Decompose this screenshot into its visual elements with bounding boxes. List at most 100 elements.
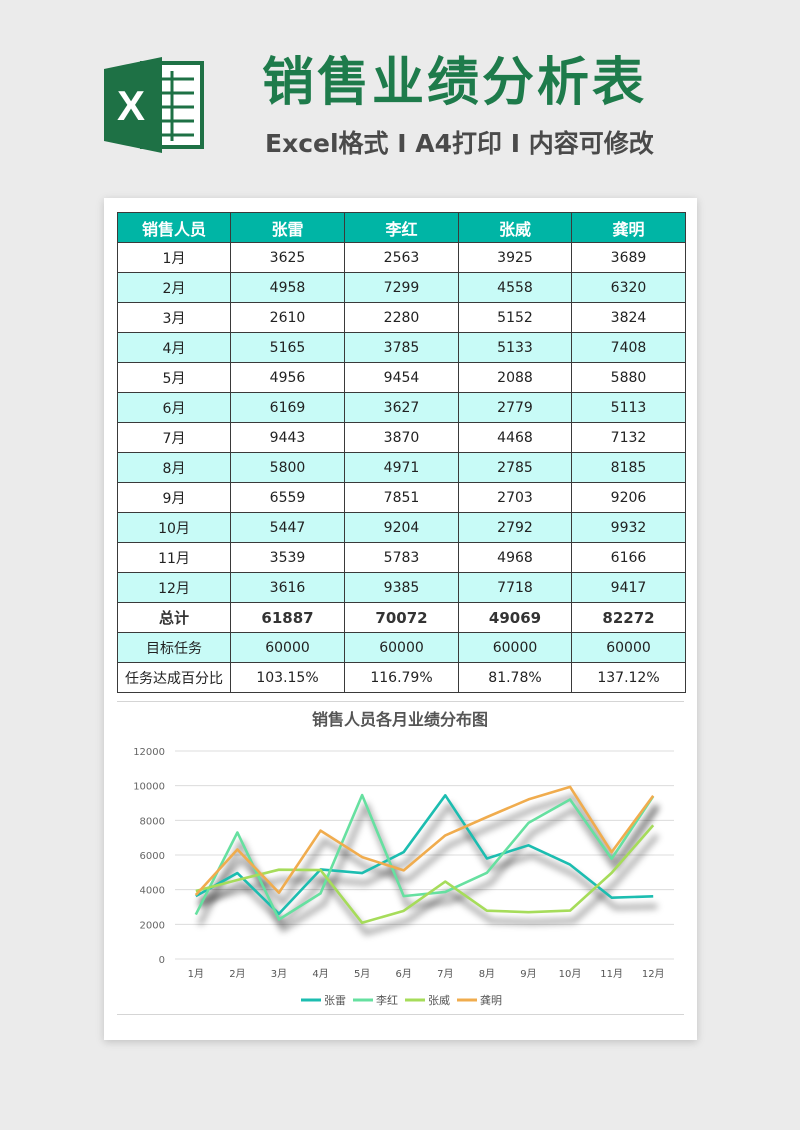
x-tick-label: 2月 <box>229 968 245 980</box>
series-shadow <box>199 833 660 936</box>
table-cell: 2703 <box>458 482 572 513</box>
table-cell: 5165 <box>230 332 345 363</box>
table-row: 10月 5447 9204 2792 9932 <box>117 512 686 543</box>
chart-title: 销售人员各月业绩分布图 <box>312 710 488 729</box>
total-row: 总计 61887 70072 49069 82272 <box>117 602 686 633</box>
table-header-row: 销售人员 张雷 李红 张威 龚明 <box>117 212 686 243</box>
chart-panel: 销售人员各月业绩分布图 0 2000 4000 6000 8000 10000 12000 1月… <box>117 701 684 1018</box>
table-row: 1月 3625 2563 3925 3689 <box>117 242 686 273</box>
table-row: 5月 4956 9454 2088 5880 <box>117 362 686 393</box>
table-cell: 3627 <box>344 392 459 423</box>
x-tick-label: 7月 <box>437 968 453 980</box>
x-tick-label: 3月 <box>271 968 287 980</box>
table-cell: 6166 <box>571 542 686 573</box>
excel-logo-letter: X <box>117 82 145 129</box>
table-row: 2月 4958 7299 4558 6320 <box>117 272 686 303</box>
table-cell: 3月 <box>117 302 231 333</box>
table-cell: 3539 <box>230 542 345 573</box>
table-row: 7月 9443 3870 4468 7132 <box>117 422 686 453</box>
table-cell: 82272 <box>571 602 686 633</box>
table-cell: 8月 <box>117 452 231 483</box>
legend-label: 李红 <box>376 993 398 1007</box>
table-cell: 10月 <box>117 512 231 543</box>
table-cell: 5447 <box>230 512 345 543</box>
table-cell: 7851 <box>344 482 459 513</box>
table-cell: 2088 <box>458 362 572 393</box>
x-tick-label: 1月 <box>188 968 204 980</box>
table-row: 3月 2610 2280 5152 3824 <box>117 302 686 333</box>
x-tick-label: 6月 <box>396 968 412 980</box>
table-cell: 12月 <box>117 572 231 603</box>
table-cell: 81.78% <box>458 662 572 693</box>
table-cell: 4月 <box>117 332 231 363</box>
achievement-rate-row: 任务达成百分比 103.15% 116.79% 81.78% 137.12% <box>117 662 686 693</box>
table-cell: 7月 <box>117 422 231 453</box>
table-cell: 2785 <box>458 452 572 483</box>
y-tick-label: 10000 <box>133 782 165 793</box>
series-line-龚明 <box>194 785 655 896</box>
table-cell: 2月 <box>117 272 231 303</box>
column-header: 销售人员 <box>117 212 231 243</box>
table-cell: 7132 <box>571 422 686 453</box>
table-cell: 3925 <box>458 242 572 273</box>
page-title: 销售业绩分析表 <box>262 53 648 113</box>
x-tick-label: 8月 <box>479 968 495 980</box>
table-cell: 4468 <box>458 422 572 453</box>
table-cell: 9月 <box>117 482 231 513</box>
y-tick-label: 0 <box>159 955 165 966</box>
table-cell: 60000 <box>230 632 345 663</box>
table-cell: 5133 <box>458 332 572 363</box>
excel-icon: X <box>104 57 204 153</box>
table-cell: 5783 <box>344 542 459 573</box>
column-header: 李红 <box>344 212 459 243</box>
table-cell: 70072 <box>344 602 459 633</box>
page-subtitle: Excel格式 I A4打印 I 内容可修改 <box>265 129 654 158</box>
table-cell: 4956 <box>230 362 345 393</box>
column-header: 张雷 <box>230 212 345 243</box>
y-tick-label: 4000 <box>140 886 165 897</box>
y-tick-label: 6000 <box>140 851 165 862</box>
table-cell: 4558 <box>458 272 572 303</box>
legend-label: 张威 <box>428 994 450 1007</box>
table-cell: 4968 <box>458 542 572 573</box>
legend-label: 龚明 <box>480 993 502 1007</box>
table-row: 4月 5165 3785 5133 7408 <box>117 332 686 363</box>
table-cell: 5880 <box>571 362 686 393</box>
table-cell: 4958 <box>230 272 345 303</box>
table-cell: 目标任务 <box>117 632 231 663</box>
target-row: 目标任务 60000 60000 60000 60000 <box>117 632 686 663</box>
table-cell: 49069 <box>458 602 572 633</box>
x-tick-label: 12月 <box>642 968 665 980</box>
table-cell: 3824 <box>571 302 686 333</box>
table-cell: 11月 <box>117 542 231 573</box>
table-cell: 9206 <box>571 482 686 513</box>
table-cell: 9454 <box>344 362 459 393</box>
table-cell: 116.79% <box>344 662 459 693</box>
table-cell: 2280 <box>344 302 459 333</box>
table-cell: 9417 <box>571 572 686 603</box>
table-cell: 60000 <box>458 632 572 663</box>
table-cell: 7408 <box>571 332 686 363</box>
table-cell: 3616 <box>230 572 345 603</box>
table-cell: 3785 <box>344 332 459 363</box>
chart-bottom-divider <box>117 1014 684 1015</box>
x-tick-label: 5月 <box>354 968 370 980</box>
table-cell: 5152 <box>458 302 572 333</box>
table-cell: 6月 <box>117 392 231 423</box>
table-row: 6月 6169 3627 2779 5113 <box>117 392 686 423</box>
table-cell: 7718 <box>458 572 572 603</box>
x-tick-label: 9月 <box>520 968 536 980</box>
table-cell: 6169 <box>230 392 345 423</box>
table-cell: 9204 <box>344 512 459 543</box>
column-header: 张威 <box>458 212 572 243</box>
table-cell: 137.12% <box>571 662 686 693</box>
table-cell: 9443 <box>230 422 345 453</box>
x-tick-label: 4月 <box>312 968 328 980</box>
table-cell: 8185 <box>571 452 686 483</box>
x-tick-label: 10月 <box>559 968 582 980</box>
table-cell: 2779 <box>458 392 572 423</box>
sales-table: 销售人员 张雷 李红 张威 龚明 1月 3625 2563 3925 3689 2月 495… <box>117 212 686 693</box>
table-cell: 3689 <box>571 242 686 273</box>
table-row: 12月 3616 9385 7718 9417 <box>117 572 686 603</box>
table-cell: 4971 <box>344 452 459 483</box>
